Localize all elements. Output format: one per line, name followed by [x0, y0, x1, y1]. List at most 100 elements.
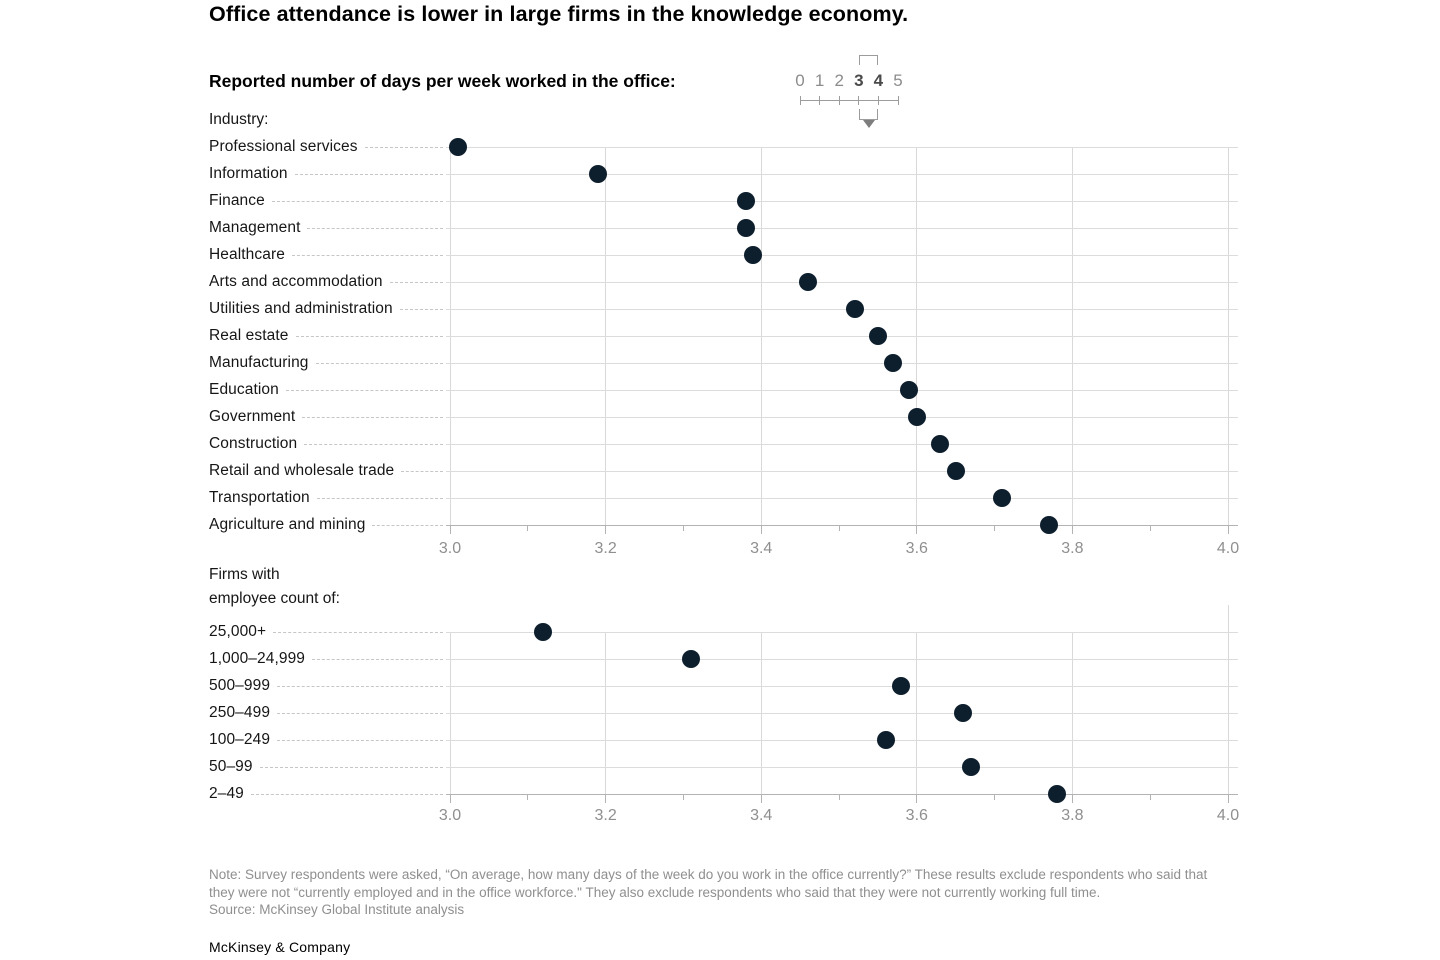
data-dot	[588, 165, 607, 183]
data-dot	[993, 489, 1012, 507]
row-gridline	[446, 336, 1238, 337]
page-title: Office attendance is lower in large firm…	[209, 2, 909, 26]
leader-line	[389, 281, 443, 283]
leader-line	[271, 200, 443, 202]
axis-tick	[527, 795, 529, 800]
data-dot	[962, 758, 981, 776]
leader-line	[294, 173, 443, 175]
axis-tick	[838, 795, 840, 800]
category-label: Professional services	[209, 138, 358, 155]
category-label: Information	[209, 165, 288, 182]
axis-tick-label: 3.4	[750, 540, 773, 557]
data-dot	[907, 408, 926, 426]
leader-line	[315, 362, 443, 364]
group-label: Industry:	[209, 108, 268, 132]
row-gridline	[446, 282, 1238, 283]
scale-number: 5	[893, 71, 903, 90]
row-gridline	[446, 201, 1238, 202]
category-label: Arts and accommodation	[209, 273, 383, 290]
category-label: Government	[209, 408, 296, 425]
category-row: Real estate	[209, 323, 446, 349]
data-dot	[1047, 785, 1066, 803]
category-row: Management	[209, 215, 446, 241]
axis-tick	[994, 795, 996, 800]
data-dot	[954, 704, 973, 722]
scale-number: 1	[814, 71, 825, 90]
row-gridline	[446, 659, 1238, 660]
leader-line	[307, 227, 443, 229]
zoom-bracket-top	[858, 55, 879, 65]
category-label: Transportation	[209, 489, 310, 506]
mckinsey-logo-text: McKinsey & Company	[209, 939, 351, 955]
axis-tick	[1227, 795, 1229, 803]
category-label: 250–499	[209, 704, 271, 721]
leader-line	[401, 470, 443, 472]
category-label: 100–249	[209, 731, 271, 748]
category-label: 2–49	[209, 785, 244, 802]
axis-tick-label: 3.0	[438, 807, 462, 824]
axis-tick	[760, 526, 762, 534]
data-dot	[884, 354, 903, 372]
data-dot	[736, 192, 755, 210]
data-dot	[534, 623, 553, 641]
axis-tick	[605, 795, 607, 803]
axis-tick	[1071, 526, 1073, 534]
scale-line	[800, 100, 898, 101]
leader-line	[277, 685, 443, 687]
x-axis-line	[446, 525, 1238, 526]
scale-tick	[858, 96, 860, 105]
category-row: 100–249	[209, 727, 446, 753]
row-gridline	[446, 767, 1238, 768]
category-label: 500–999	[209, 677, 271, 694]
axis-tick-label: 3.6	[905, 540, 928, 557]
axis-tick	[994, 526, 996, 531]
leader-line	[285, 389, 443, 391]
row-gridline	[446, 174, 1238, 175]
footnote-block: Note: Survey respondents were asked, “On…	[209, 866, 1235, 919]
data-dot	[798, 273, 817, 291]
row-gridline	[446, 686, 1238, 687]
category-row: Education	[209, 377, 446, 403]
zoom-bracket-bottom	[858, 109, 879, 120]
category-row: 500–999	[209, 673, 446, 699]
row-gridline	[446, 228, 1238, 229]
leader-line	[295, 335, 443, 337]
axis-tick	[916, 526, 918, 534]
axis-tick	[916, 795, 918, 803]
leader-line	[273, 631, 443, 633]
category-row: Utilities and administration	[209, 296, 446, 322]
leader-line	[312, 658, 443, 660]
axis-tick-label: 3.8	[1061, 807, 1084, 824]
category-row: Government	[209, 404, 446, 430]
axis-tick	[682, 795, 684, 800]
axis-tick	[605, 526, 607, 534]
data-dot	[946, 462, 965, 480]
category-row: Manufacturing	[209, 350, 446, 376]
axis-tick-label: 4.0	[1216, 540, 1240, 557]
leader-line	[364, 146, 443, 148]
category-label: Management	[209, 219, 301, 236]
leader-line	[277, 712, 443, 714]
category-label: Construction	[209, 435, 298, 452]
category-row: 50–99	[209, 754, 446, 780]
scale-number: 3	[854, 71, 864, 90]
category-row: Retail and wholesale trade	[209, 458, 446, 484]
axis-tick	[838, 526, 840, 531]
category-row: 1,000–24,999	[209, 646, 446, 672]
category-row: 250–499	[209, 700, 446, 726]
scale-number: 4	[873, 71, 884, 90]
row-gridline	[446, 390, 1238, 391]
row-gridline	[446, 255, 1238, 256]
category-label: Retail and wholesale trade	[209, 462, 395, 479]
data-dot	[892, 677, 911, 695]
category-label: Utilities and administration	[209, 300, 393, 317]
data-dot	[931, 435, 950, 453]
axis-tick-label: 3.6	[905, 807, 928, 824]
data-dot	[900, 381, 919, 399]
axis-tick-label: 4.0	[1216, 807, 1240, 824]
axis-tick-label: 3.0	[438, 540, 462, 557]
category-label: 50–99	[209, 758, 253, 775]
axis-tick	[449, 795, 451, 803]
